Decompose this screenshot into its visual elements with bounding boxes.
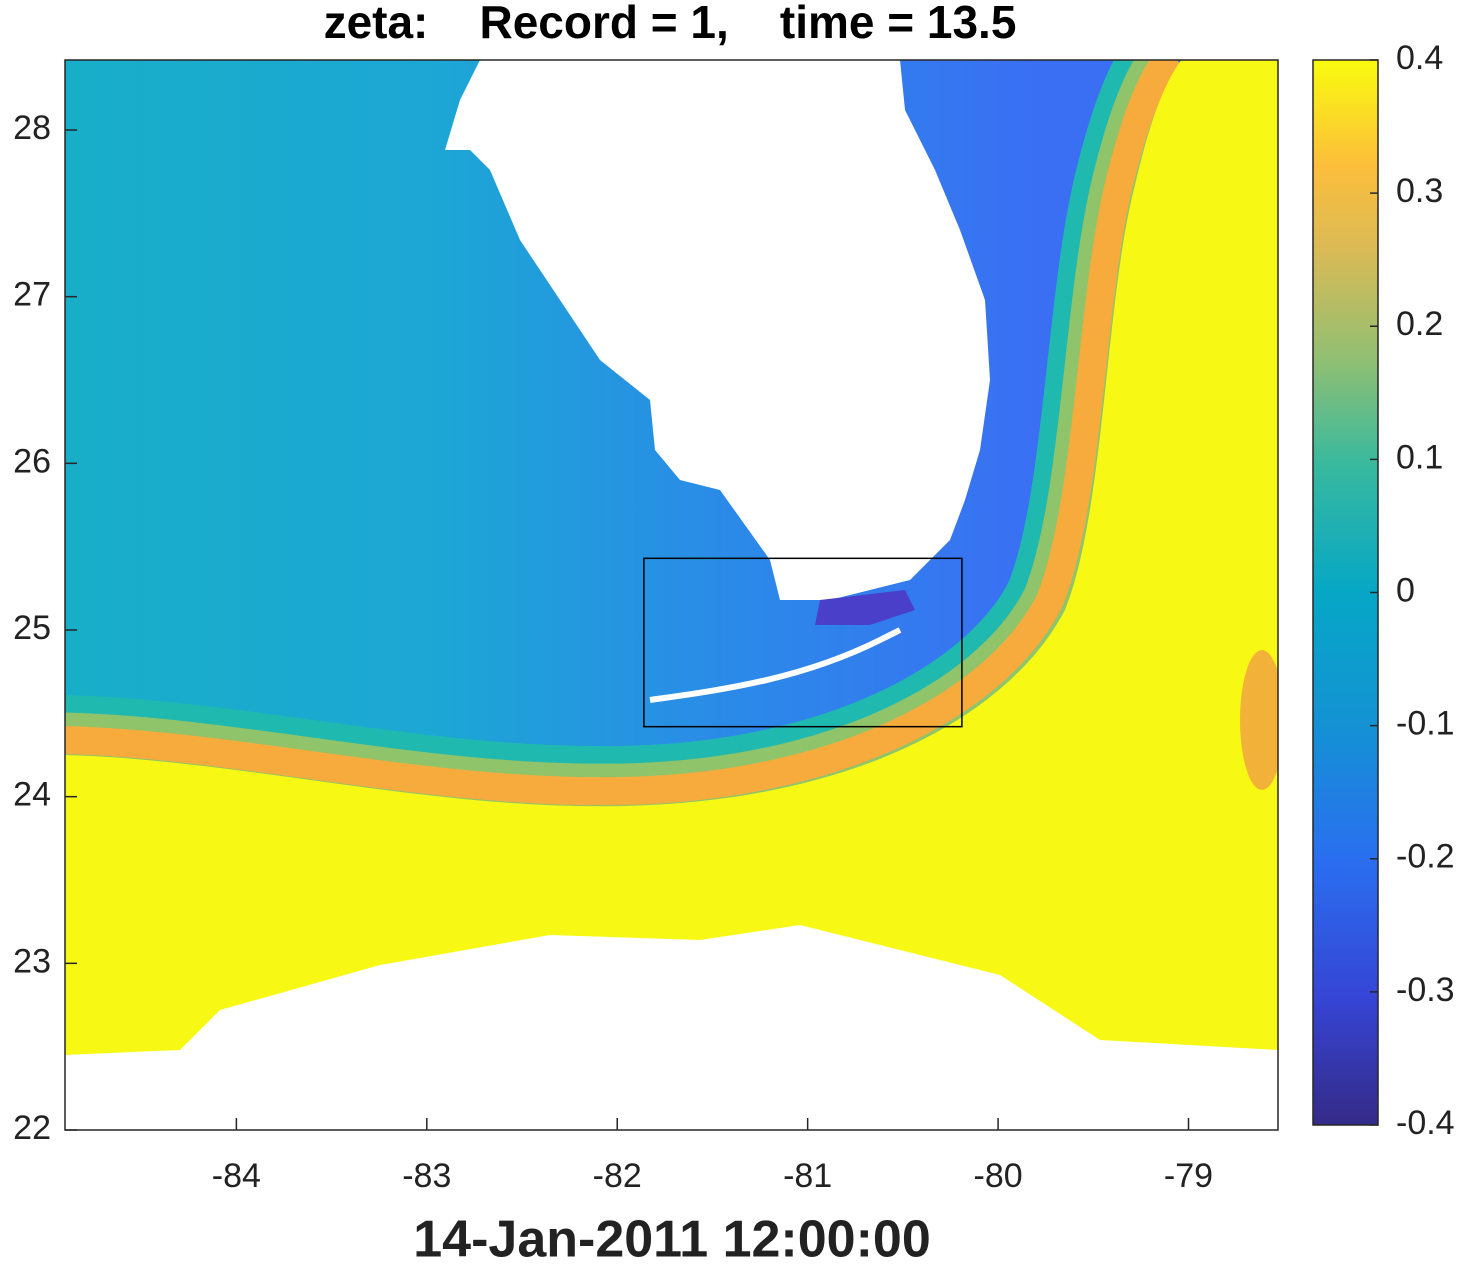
colorbar-tick-label: -0.1	[1396, 705, 1455, 743]
colorbar-tick-label: -0.2	[1396, 838, 1455, 876]
x-tick-label: -84	[212, 1157, 261, 1195]
zoom-box	[643, 557, 963, 728]
y-tick-label: 22	[13, 1109, 51, 1147]
colorbar-tick-label: -0.4	[1396, 1104, 1455, 1142]
x-tick-label: -83	[402, 1157, 451, 1195]
eddy	[1240, 650, 1278, 790]
plot-frame	[64, 59, 1279, 1131]
y-tick-label: 24	[13, 776, 51, 814]
y-tick-label: 26	[13, 442, 51, 480]
y-tick-label: 27	[13, 276, 51, 314]
x-tick-label: -80	[974, 1157, 1023, 1195]
x-tick-label: -82	[593, 1157, 642, 1195]
colorbar-tick-label: 0.2	[1396, 305, 1443, 343]
x-tick-label: -81	[783, 1157, 832, 1195]
colorbar	[1312, 59, 1379, 1126]
cuba	[65, 925, 1278, 1130]
y-tick-label: 23	[13, 942, 51, 980]
y-tick-label: 28	[13, 109, 51, 147]
front-inner	[65, 60, 1182, 806]
colorbar-tick-label: 0.4	[1396, 39, 1443, 77]
colorbar-tick-label: 0	[1396, 571, 1415, 609]
florida-bay	[815, 590, 915, 625]
field	[65, 60, 1278, 1130]
colorbar-tick-label: 0.3	[1396, 172, 1443, 210]
x-label: 14-Jan-2011 12:00:00	[413, 1211, 931, 1266]
warm-water	[65, 60, 1278, 1130]
colorbar-tick-label: 0.1	[1396, 438, 1443, 476]
title: zeta: Record = 1, time = 13.5	[324, 0, 1017, 48]
y-tick-label: 25	[13, 609, 51, 647]
x-tick-label: -79	[1164, 1157, 1213, 1195]
keys	[649, 627, 902, 703]
florida	[445, 60, 990, 600]
colorbar-tick-label: -0.3	[1396, 971, 1455, 1009]
